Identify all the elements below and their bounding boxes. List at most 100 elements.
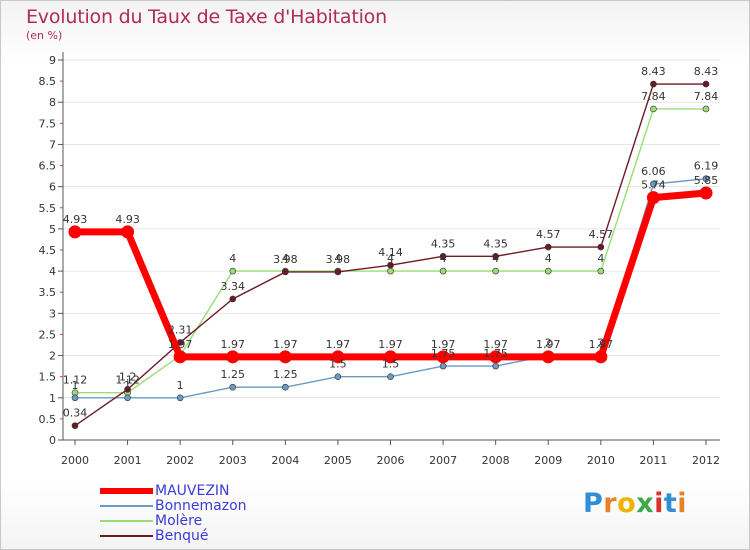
data-label: 3.98 xyxy=(273,253,298,266)
chart-subtitle: (en %) xyxy=(26,29,63,42)
data-point xyxy=(124,386,131,393)
data-point xyxy=(439,253,447,260)
x-tick-label: 2008 xyxy=(482,454,510,467)
data-point xyxy=(68,225,82,239)
data-label: 4.57 xyxy=(536,228,561,241)
data-label: 4 xyxy=(492,252,499,265)
data-point xyxy=(702,175,710,182)
data-label: 1 xyxy=(124,379,131,392)
data-label: 4 xyxy=(282,252,289,265)
y-tick-label: 3.5 xyxy=(39,286,57,299)
data-label: 4.93 xyxy=(63,213,88,226)
y-tick-label: 5.5 xyxy=(39,202,57,215)
chart-title: Evolution du Taux de Taxe d'Habitation xyxy=(26,6,387,28)
data-label: 4 xyxy=(334,252,341,265)
data-point xyxy=(124,394,131,402)
data-label: 6.06 xyxy=(641,165,666,178)
y-tick-label: 0.5 xyxy=(39,413,57,426)
data-point xyxy=(176,394,184,402)
logo-letter: o xyxy=(617,488,637,519)
data-label: 5.85 xyxy=(694,174,719,187)
data-label: 4.57 xyxy=(589,228,614,241)
x-tick-label: 2000 xyxy=(61,454,89,467)
y-tick-label: 0 xyxy=(49,434,56,447)
data-label: 2.31 xyxy=(168,323,193,336)
legend-swatch xyxy=(100,520,153,522)
data-label: 0.34 xyxy=(63,407,88,420)
y-tick-label: 4.5 xyxy=(39,244,57,257)
data-point xyxy=(282,268,289,276)
data-label: 1.5 xyxy=(382,358,400,371)
legend-item: Benqué xyxy=(100,528,340,544)
x-tick-label: 2010 xyxy=(587,454,615,467)
data-point xyxy=(439,267,447,275)
legend-label: MAUVEZIN xyxy=(155,483,230,499)
y-tick-label: 5 xyxy=(49,223,56,236)
data-label: 1 xyxy=(177,379,184,392)
data-label: 1.5 xyxy=(329,358,347,371)
data-point xyxy=(646,191,660,205)
y-tick-label: 1.5 xyxy=(39,371,57,384)
y-tick-label: 4 xyxy=(49,265,56,278)
data-point xyxy=(384,350,397,364)
data-point xyxy=(597,267,605,275)
y-tick-label: 8 xyxy=(49,96,56,109)
legend-item: Bonnemazon xyxy=(100,498,340,514)
x-tick-label: 2003 xyxy=(219,454,247,467)
data-label: 4.93 xyxy=(115,213,140,226)
data-label: 1.75 xyxy=(431,347,456,360)
data-point xyxy=(492,267,499,275)
data-label: 1.97 xyxy=(326,338,351,351)
data-label: 1.97 xyxy=(536,338,561,351)
data-label: 1.97 xyxy=(589,338,614,351)
legend-label: Bonnemazon xyxy=(155,498,247,514)
data-label: 1.97 xyxy=(483,338,508,351)
logo-letter: i xyxy=(654,488,664,519)
x-tick-label: 2007 xyxy=(429,454,457,467)
data-label: 1.97 xyxy=(378,338,403,351)
data-label: 1.12 xyxy=(63,374,88,387)
data-label: 6.19 xyxy=(694,160,719,173)
data-point xyxy=(541,350,555,364)
data-point xyxy=(544,267,552,275)
data-label: 1.12 xyxy=(115,374,140,387)
data-point xyxy=(226,350,240,364)
data-point xyxy=(71,422,79,429)
y-tick-label: 2 xyxy=(49,350,56,363)
data-point xyxy=(229,267,237,275)
data-point xyxy=(492,362,499,370)
legend-swatch xyxy=(100,535,153,537)
data-point xyxy=(173,350,187,364)
data-point xyxy=(331,350,345,364)
data-point xyxy=(650,105,657,113)
data-label: 4.35 xyxy=(431,237,456,250)
data-label: 1.75 xyxy=(483,347,508,360)
logo-letter: r xyxy=(603,488,618,519)
x-tick-label: 2011 xyxy=(639,454,667,467)
data-label: 4 xyxy=(545,252,552,265)
data-label: 7.84 xyxy=(641,90,666,103)
data-point xyxy=(121,225,135,239)
data-point xyxy=(387,267,394,275)
y-tick-label: 6.5 xyxy=(39,160,57,173)
data-point xyxy=(278,350,292,364)
data-point xyxy=(387,261,394,269)
data-label: 4.35 xyxy=(483,237,508,250)
data-point xyxy=(439,362,447,370)
legend-swatch xyxy=(100,488,153,494)
data-label: 8.43 xyxy=(641,65,666,78)
logo-letter: x xyxy=(636,488,655,519)
x-tick-label: 2006 xyxy=(377,454,405,467)
data-label: 4 xyxy=(440,252,447,265)
logo-letter: t xyxy=(663,488,678,519)
legend-label: Benqué xyxy=(155,528,209,544)
logo-letter: P xyxy=(583,488,604,519)
x-tick-label: 2002 xyxy=(166,454,194,467)
y-tick-label: 1 xyxy=(49,392,56,405)
x-tick-label: 2001 xyxy=(114,454,142,467)
data-point xyxy=(702,80,710,88)
x-tick-label: 2004 xyxy=(271,454,299,467)
x-tick-label: 2012 xyxy=(692,454,720,467)
data-label: 1.97 xyxy=(273,338,298,351)
data-label: 1.25 xyxy=(273,368,298,381)
